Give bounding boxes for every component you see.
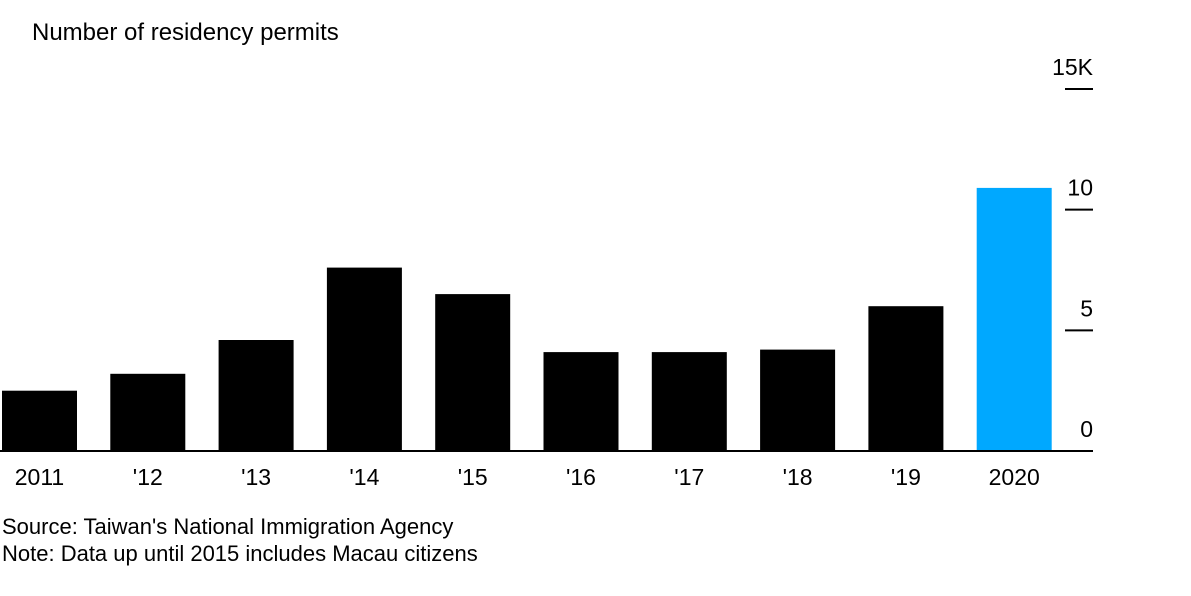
bar-13 <box>218 340 294 451</box>
x-tick-label-15: '15 <box>458 464 488 490</box>
source-note: Source: Taiwan's National Immigration Ag… <box>2 514 454 539</box>
bar-14 <box>326 267 402 451</box>
x-tick-label-12: '12 <box>133 464 163 490</box>
x-tick-label-16: '16 <box>566 464 596 490</box>
y-axis: 0 5 10 15K <box>1052 54 1094 442</box>
x-tick-label-18: '18 <box>783 464 813 490</box>
x-tick-label-2011: 2011 <box>15 464 64 490</box>
data-note: Note: Data up until 2015 includes Macau … <box>2 541 478 566</box>
x-axis-labels: 2011 '12 '13 '14 '15 '16 '17 '18 '19 2020 <box>15 464 1040 490</box>
x-tick-label-13: '13 <box>241 464 271 490</box>
bar-19 <box>868 306 944 451</box>
y-tick-label-5: 5 <box>1080 295 1093 321</box>
x-tick-label-17: '17 <box>674 464 704 490</box>
bar-17 <box>651 352 727 451</box>
chart-title: Number of residency permits <box>32 19 339 46</box>
y-tick-label-10: 10 <box>1067 175 1093 201</box>
x-tick-label-19: '19 <box>891 464 921 490</box>
bars-group <box>2 187 1052 451</box>
bar-2020 <box>976 187 1052 451</box>
bar-2011 <box>2 390 77 451</box>
bar-12 <box>110 373 186 451</box>
bar-15 <box>435 294 511 451</box>
x-tick-label-2020: 2020 <box>989 464 1040 490</box>
bar-16 <box>543 352 619 451</box>
y-tick-label-15: 15K <box>1052 54 1094 80</box>
bar-18 <box>760 349 836 451</box>
y-tick-label-0: 0 <box>1080 416 1093 442</box>
x-tick-label-14: '14 <box>349 464 379 490</box>
